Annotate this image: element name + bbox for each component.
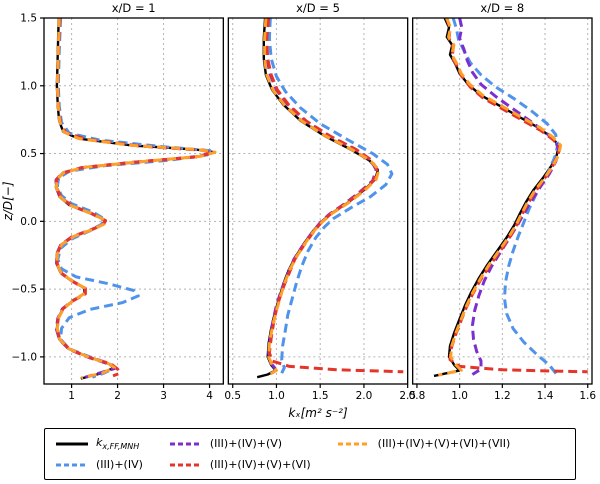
svg-text:1.2: 1.2 <box>494 390 511 402</box>
svg-text:x/D = 1: x/D = 1 <box>112 1 156 15</box>
svg-text:x/D = 8: x/D = 8 <box>480 1 524 15</box>
svg-text:1.5: 1.5 <box>312 390 329 402</box>
legend-line-sample-dashed-orange <box>337 438 371 450</box>
svg-text:kₓ[m² s⁻²]: kₓ[m² s⁻²] <box>288 406 348 420</box>
svg-text:1.5: 1.5 <box>20 13 37 25</box>
svg-text:1.4: 1.4 <box>537 390 554 402</box>
legend-label: (III)+(IV)+(V)+(VI)+(VII) <box>377 437 511 450</box>
svg-text:1.6: 1.6 <box>579 390 596 402</box>
profiles-chart: 1 2 3 4 x/D = 1 0.5 1.0 1.5 2.0 2.5 x/D = 5 0.8 1.0 1… <box>1 1 596 420</box>
svg-text:0.5: 0.5 <box>224 390 241 402</box>
legend-label: kx,FF,MNH <box>96 435 140 452</box>
legend-line-sample-dashed-blue <box>55 459 89 471</box>
legend-label: (III)+(IV) <box>96 458 143 471</box>
svg-text:0.0: 0.0 <box>20 216 37 228</box>
svg-text:1.0: 1.0 <box>20 80 37 92</box>
legend-line-sample-dashed-red <box>169 459 203 471</box>
svg-text:2.5: 2.5 <box>399 390 416 402</box>
legend-line-sample-solid-black <box>55 438 89 450</box>
legend-label: (III)+(IV)+(V) <box>209 437 283 450</box>
legend-label: (III)+(IV)+(V)+(VI) <box>209 458 311 471</box>
legend-item-iii-iv-v-vi: (III)+(IV)+(V)+(VI) <box>169 458 311 471</box>
legend-item-iii-iv-v: (III)+(IV)+(V) <box>169 437 311 450</box>
legend-line-sample-dashed-purple <box>169 438 203 450</box>
svg-text:−1.0: −1.0 <box>12 351 38 363</box>
svg-text:x/D = 5: x/D = 5 <box>296 1 340 15</box>
svg-text:−0.5: −0.5 <box>12 284 38 296</box>
svg-text:1.0: 1.0 <box>451 390 468 402</box>
svg-text:4: 4 <box>206 390 213 402</box>
svg-text:2.0: 2.0 <box>356 390 373 402</box>
legend-item-mnh: kx,FF,MNH <box>55 436 143 451</box>
svg-text:0.8: 0.8 <box>409 390 426 402</box>
svg-text:z/D[−]: z/D[−] <box>1 181 15 221</box>
svg-text:1: 1 <box>68 390 75 402</box>
legend-item-iii-iv: (III)+(IV) <box>55 458 143 471</box>
svg-text:0.5: 0.5 <box>20 148 37 160</box>
legend-item-iii-iv-v-vi-vii: (III)+(IV)+(V)+(VI)+(VII) <box>337 437 511 450</box>
svg-text:2: 2 <box>114 390 121 402</box>
chart-legend: kx,FF,MNH (III)+(IV) (III)+(IV)+(V) (III… <box>44 428 576 480</box>
svg-text:1.0: 1.0 <box>268 390 285 402</box>
svg-text:3: 3 <box>160 390 167 402</box>
